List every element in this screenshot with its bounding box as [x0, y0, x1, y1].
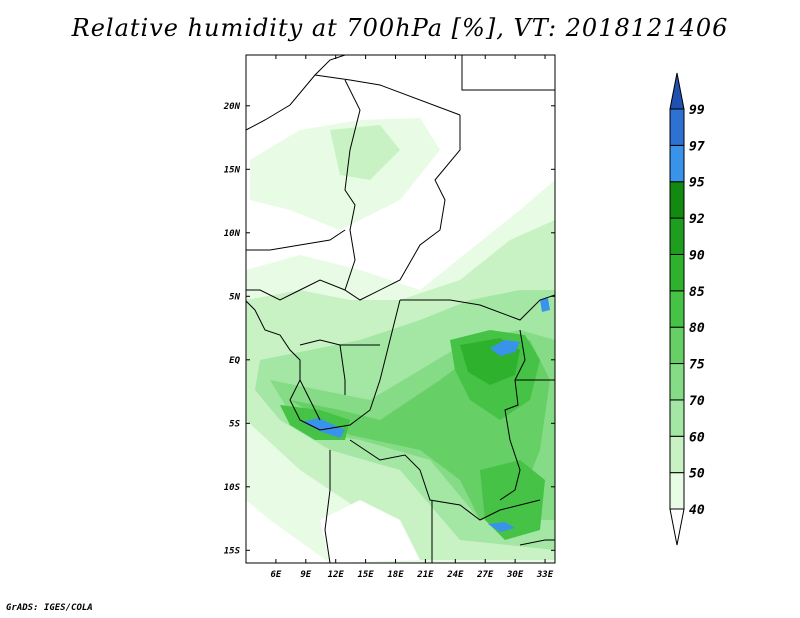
humidity-shade-dry	[320, 500, 420, 563]
colorbar-label: 85	[689, 285, 705, 300]
latitude-axis: 20N 15N 10N 5N EQ 5S 10S 15S	[223, 102, 555, 556]
colorbar-segment	[669, 326, 685, 365]
colorbar-low-arrow	[669, 508, 685, 546]
lat-tick-label: EQ	[229, 356, 240, 366]
colorbar-label: 50	[689, 467, 705, 482]
map-frame	[245, 54, 556, 564]
colorbar-segment	[669, 472, 685, 510]
colorbar-label: 80	[689, 321, 705, 336]
lat-tick-label: 5S	[229, 419, 240, 429]
lat-tick-label: 10S	[224, 483, 241, 493]
colorbar-label: 70	[689, 394, 705, 409]
country-borders	[246, 55, 555, 563]
humidity-shade-south	[480, 460, 545, 540]
lat-tick-label: 20N	[223, 102, 241, 112]
colorbar-label: 92	[689, 212, 705, 227]
colorbar: 40 50 60 70 75 80 85 90 92 95 97 99	[669, 72, 705, 546]
humidity-shade-saturated-3	[488, 522, 515, 532]
lat-tick-label: 10N	[224, 229, 241, 239]
colorbar-segment	[669, 144, 685, 183]
lon-tick-label: 12E	[328, 570, 345, 580]
lat-tick-label: 5N	[229, 292, 240, 302]
colorbar-label: 40	[689, 503, 705, 518]
colorbar-label: 90	[689, 248, 705, 263]
footer-credit: GrADS: IGES/COLA	[6, 603, 93, 613]
lon-tick-label: 9E	[300, 570, 311, 580]
colorbar-segment	[669, 290, 685, 328]
humidity-shade-saturated-2	[302, 418, 345, 438]
lat-tick-label: 15S	[224, 546, 241, 556]
humidity-shade-saturated-1	[490, 340, 520, 356]
colorbar-segment	[669, 399, 685, 437]
lon-tick-label: 33E	[536, 570, 554, 580]
colorbar-segment	[669, 435, 685, 474]
lon-tick-label: 24E	[446, 570, 464, 580]
colorbar-segment	[669, 253, 685, 292]
colorbar-segment	[669, 217, 685, 255]
humidity-shade-saturated-4	[540, 298, 550, 312]
lon-tick-label: 6E	[270, 570, 281, 580]
lon-tick-label: 27E	[476, 570, 494, 580]
colorbar-label: 75	[689, 358, 705, 373]
colorbar-label: 60	[689, 430, 705, 445]
colorbar-segment	[669, 181, 685, 219]
lat-tick-label: 15N	[224, 165, 241, 175]
colorbar-label: 99	[689, 103, 705, 118]
colorbar-label: 97	[689, 139, 705, 154]
lon-tick-label: 21E	[416, 570, 434, 580]
map-title: Relative humidity at 700hPa [%], VT: 201…	[71, 14, 729, 42]
colorbar-label: 95	[689, 176, 705, 191]
lon-tick-label: 30E	[506, 570, 524, 580]
lon-tick-label: 18E	[387, 570, 404, 580]
humidity-field	[246, 118, 555, 563]
longitude-axis: 6E 9E 12E 15E 18E 21E 24E 27E 30E 33E	[270, 55, 554, 580]
colorbar-segment	[669, 108, 685, 146]
lon-tick-label: 15E	[357, 570, 374, 580]
colorbar-high-arrow	[669, 72, 685, 110]
colorbar-segment	[669, 363, 685, 401]
